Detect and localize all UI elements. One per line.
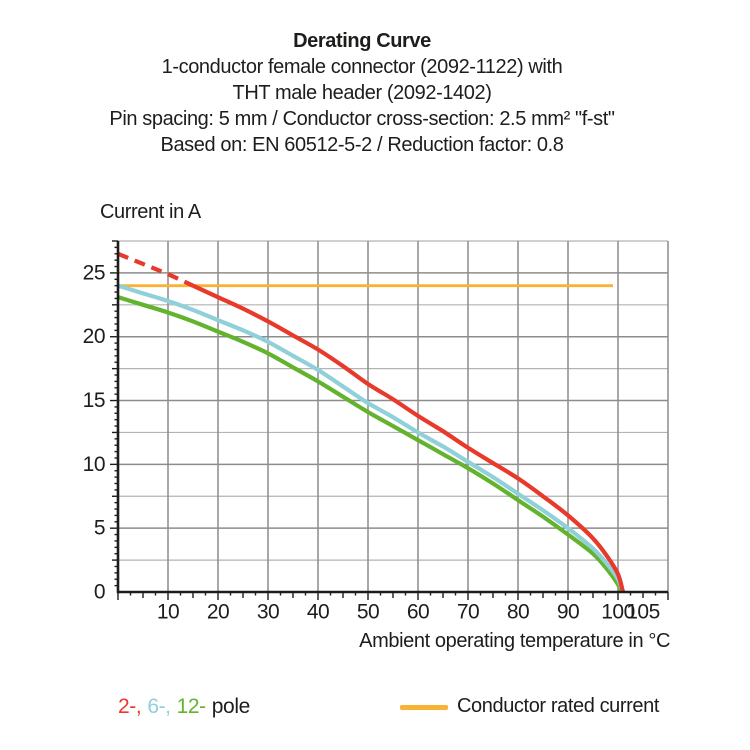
legend: 2-, 6-, 12- pole Conductor rated current	[0, 695, 750, 725]
x-tick-label: 80	[507, 600, 529, 623]
legend-pole-entries: 2-, 6-, 12- pole	[118, 695, 250, 719]
y-tick-label: 0	[94, 581, 105, 604]
x-tick-label: 70	[457, 600, 479, 623]
legend-pole-label: 6-,	[147, 695, 171, 718]
chart-header: Derating Curve 1-conductor female connec…	[0, 28, 724, 158]
subtitle-line-3: Pin spacing: 5 mm / Conductor cross-sect…	[109, 108, 615, 130]
y-tick-label: 10	[83, 453, 105, 476]
legend-pole-label: 12-	[176, 695, 207, 718]
x-tick-label: 60	[407, 600, 429, 623]
curve-2-pole	[192, 283, 626, 593]
curve-6-pole	[117, 283, 625, 593]
x-tick-label: 100	[601, 600, 635, 623]
legend-pole-label: 2-,	[118, 695, 142, 718]
rated-current-line-swatch	[400, 705, 448, 710]
rated-current-label: Conductor rated current	[457, 695, 660, 717]
y-tick-label: 15	[83, 389, 105, 412]
y-axis-title: Current in A	[100, 201, 201, 223]
x-axis-title: Ambient operating temperature in °C	[359, 630, 670, 652]
curve-12-pole	[117, 295, 624, 593]
y-tick-label: 5	[94, 517, 105, 540]
page-title: Derating Curve	[293, 30, 431, 52]
x-tick-label: 50	[357, 600, 379, 623]
subtitle-line-1: 1-conductor female connector (2092-1122)…	[161, 56, 563, 78]
x-tick-label: 90	[557, 600, 579, 623]
y-tick-label: 25	[83, 261, 105, 284]
curve-2-pole-dashed	[117, 251, 194, 288]
y-tick-label: 20	[83, 325, 105, 348]
x-tick-label: 40	[307, 600, 329, 623]
x-tick-label: 10	[157, 600, 179, 623]
subtitle-line-4: Based on: EN 60512-5-2 / Reduction facto…	[160, 134, 564, 156]
x-tick-label: 20	[207, 600, 229, 623]
x-tick-label: 30	[257, 600, 279, 623]
x-tick-label: 105	[626, 600, 660, 623]
subtitle-line-2: THT male header (2092-1402)	[232, 82, 492, 104]
legend-pole-suffix: pole	[211, 695, 251, 718]
